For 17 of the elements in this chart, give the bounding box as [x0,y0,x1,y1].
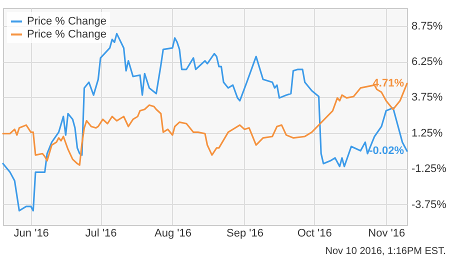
legend-label: Price % Change [27,16,106,28]
y-tick-label: 1.25% [412,127,443,140]
y-tick-label: -1.25% [412,163,447,176]
x-tick-label: Sep '16 [226,228,264,240]
x-tick-label: Oct '16 [297,228,332,240]
x-tick-label: Jun '16 [14,228,49,240]
text: Nov 10 2016, 1:16PM EST. [325,246,446,257]
x-tick-label: Nov '16 [368,228,406,240]
annotation: -0.02% [369,145,404,158]
y-tick-label: 6.25% [412,56,443,68]
x-tick-label: Jul '16 [85,228,117,240]
x-tick-label: Aug '16 [154,228,192,240]
legend-label: Price % Change [27,28,106,40]
y-tick-label: 8.75% [412,20,443,32]
y-tick-label: 3.75% [412,92,443,104]
y-tick-label: -3.75% [412,198,447,211]
annotation: 4.71% [372,78,404,90]
